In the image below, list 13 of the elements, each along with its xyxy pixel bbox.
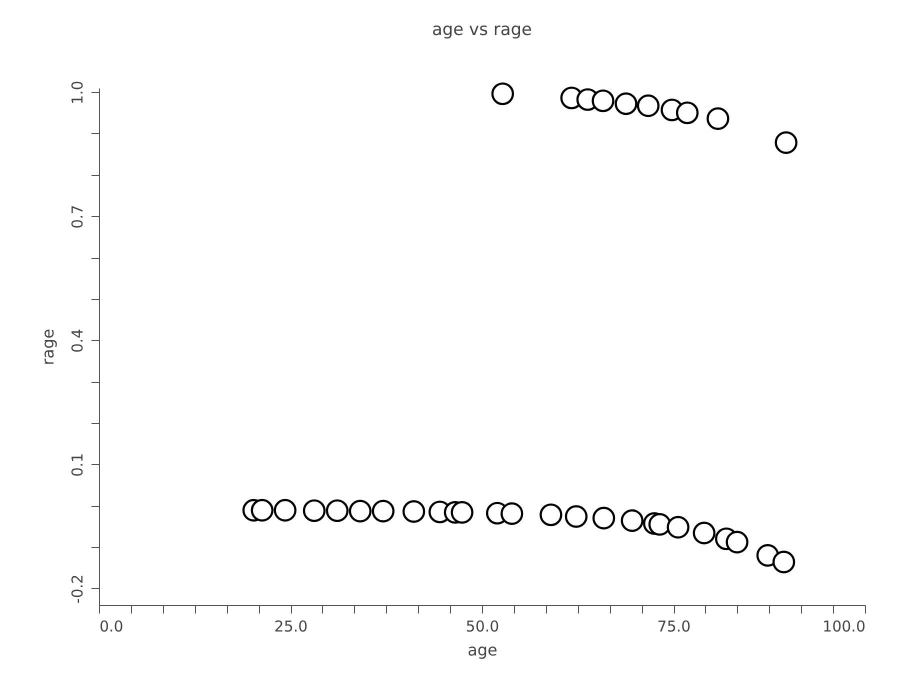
- x-tick-label: 100.0: [822, 618, 866, 636]
- y-tick-label: -0.2: [68, 574, 86, 604]
- y-tick-label: 0.4: [68, 328, 86, 353]
- y-tick-label: 0.1: [68, 452, 86, 477]
- x-tick-label: 50.0: [466, 618, 500, 636]
- y-tick-label: 1.0: [68, 80, 86, 105]
- y-tick-label: 0.7: [68, 204, 86, 229]
- x-tick-label: 0.0: [100, 618, 124, 636]
- chart-title: age vs rage: [432, 20, 532, 40]
- y-axis-title: rage: [38, 328, 58, 366]
- x-tick-label: 25.0: [274, 618, 308, 636]
- x-tick-label: 75.0: [657, 618, 691, 636]
- x-axis-title: age: [468, 640, 498, 660]
